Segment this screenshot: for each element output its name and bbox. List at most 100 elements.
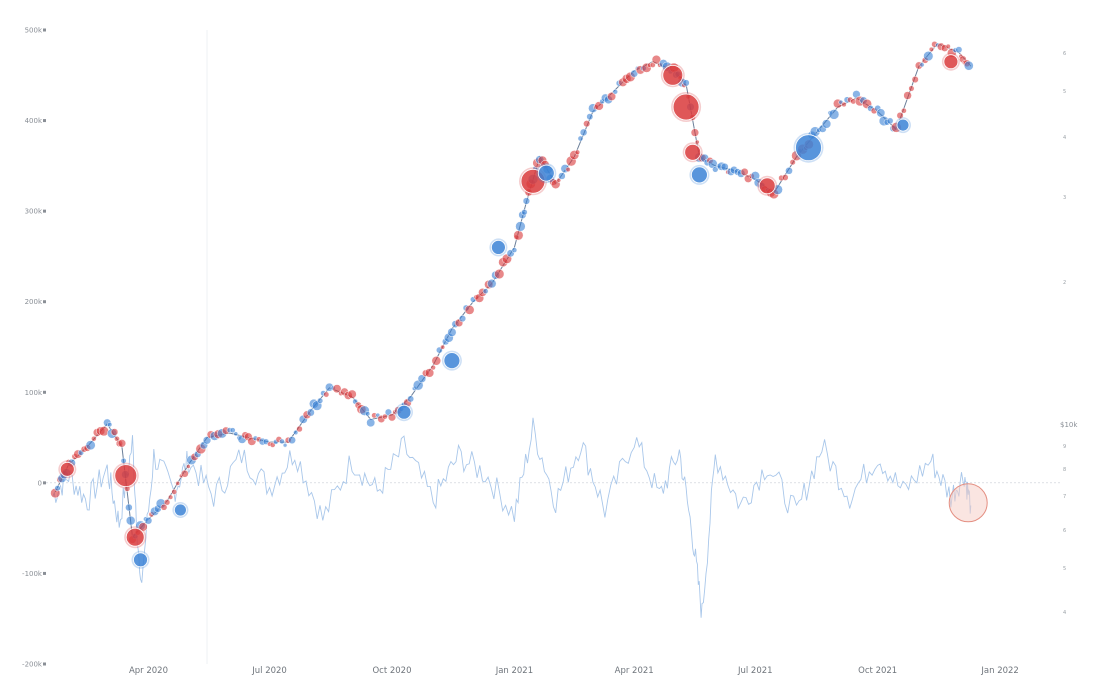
right-lower-tick-label: 5 bbox=[1063, 566, 1066, 572]
trade-point bbox=[574, 149, 581, 155]
trade-point bbox=[171, 489, 178, 495]
right-lower-tick-label: 6 bbox=[1063, 528, 1066, 534]
trade-point bbox=[487, 278, 497, 289]
trade-point bbox=[494, 268, 505, 280]
trade-point bbox=[694, 139, 700, 145]
trade-point bbox=[180, 469, 189, 478]
trade-point bbox=[107, 422, 113, 428]
bubble bbox=[133, 552, 148, 568]
trade-point bbox=[160, 503, 168, 511]
trade-point bbox=[955, 46, 963, 54]
bubble bbox=[662, 64, 684, 86]
trade-point bbox=[511, 247, 518, 253]
trade-point bbox=[382, 413, 388, 420]
trade-point bbox=[332, 384, 342, 394]
y-tick-label: 100k bbox=[25, 389, 43, 397]
x-tick-label: Oct 2021 bbox=[858, 666, 897, 676]
bubble bbox=[691, 166, 708, 184]
trade-point bbox=[366, 418, 376, 428]
trade-point bbox=[317, 397, 324, 404]
right-upper-tick-label: 2 bbox=[1063, 280, 1066, 286]
trade-point bbox=[365, 411, 371, 417]
trade-point bbox=[447, 327, 457, 337]
trade-point bbox=[306, 408, 315, 417]
trade-point bbox=[607, 92, 617, 101]
trade-point bbox=[740, 167, 749, 176]
trade-point bbox=[583, 120, 591, 128]
trade-point bbox=[515, 221, 526, 232]
right-lower-tick-label: 4 bbox=[1063, 610, 1066, 616]
bubble bbox=[896, 118, 910, 132]
trade-point bbox=[841, 101, 847, 108]
bubble-layer bbox=[58, 52, 960, 569]
trade-point bbox=[233, 431, 239, 437]
trade-point bbox=[464, 305, 475, 315]
y-tick-mark bbox=[43, 300, 46, 304]
y-tick-label: 500k bbox=[25, 27, 43, 35]
trade-point bbox=[785, 166, 793, 175]
trade-point bbox=[85, 440, 96, 451]
bubble bbox=[125, 527, 145, 547]
bubble bbox=[758, 177, 776, 195]
trade-point bbox=[612, 89, 618, 95]
y-tick-mark bbox=[43, 209, 46, 213]
trade-point bbox=[577, 135, 584, 142]
bubble bbox=[684, 143, 702, 161]
trade-point bbox=[229, 427, 236, 434]
right-lower-tick-label: 8 bbox=[1063, 467, 1066, 473]
trade-point bbox=[821, 119, 832, 129]
x-tick-label: Apr 2020 bbox=[129, 666, 168, 676]
y-tick-mark bbox=[43, 119, 46, 123]
oscillator-line bbox=[52, 417, 972, 618]
trade-point bbox=[682, 79, 690, 87]
trade-point bbox=[347, 389, 357, 399]
trade-point bbox=[144, 516, 153, 525]
trade-point bbox=[54, 485, 61, 492]
right-lower-tick-label: 7 bbox=[1063, 494, 1066, 500]
cumulative-layer bbox=[50, 41, 974, 544]
trade-point bbox=[901, 107, 907, 114]
right-upper-tick-label: 5 bbox=[1063, 89, 1066, 95]
y-tick-label: 400k bbox=[25, 117, 43, 125]
trade-point bbox=[781, 174, 789, 181]
y-tick-label: -100k bbox=[22, 570, 43, 578]
y-tick-label: -200k bbox=[22, 661, 43, 669]
y-tick-mark bbox=[43, 390, 46, 394]
trade-point bbox=[522, 197, 531, 205]
bubble bbox=[672, 93, 700, 121]
trade-point bbox=[908, 85, 915, 92]
trade-point bbox=[138, 522, 148, 532]
bubble bbox=[173, 503, 187, 517]
trade-point bbox=[919, 62, 925, 68]
trade-point bbox=[586, 113, 594, 121]
axes: 500k 400k 300k 200k 100k 0 -100k -200k Apr 2020 J… bbox=[22, 27, 1078, 677]
right-upper-tick-label: 3 bbox=[1063, 195, 1066, 201]
trade-point bbox=[288, 436, 296, 445]
trade-point bbox=[293, 429, 299, 436]
y-tick-mark bbox=[43, 481, 46, 485]
trade-point bbox=[720, 162, 729, 171]
y-tick-mark bbox=[43, 28, 46, 32]
trade-point bbox=[125, 515, 136, 526]
x-tick-label: Jan 2021 bbox=[495, 666, 533, 676]
trade-point bbox=[279, 438, 285, 445]
trade-point bbox=[945, 43, 951, 49]
x-tick-label: Oct 2020 bbox=[372, 666, 411, 676]
bubble bbox=[943, 54, 959, 70]
trade-point bbox=[458, 315, 467, 323]
trade-point bbox=[896, 111, 904, 120]
trade-point bbox=[923, 51, 934, 62]
trade-point bbox=[431, 356, 442, 366]
trade-point bbox=[828, 109, 840, 120]
trade-point bbox=[91, 435, 97, 442]
trade-point bbox=[163, 499, 171, 506]
bubble bbox=[443, 352, 461, 370]
x-tick-label: Jan 2022 bbox=[980, 666, 1018, 676]
trade-point bbox=[789, 159, 796, 166]
y-tick-label: 300k bbox=[25, 208, 43, 216]
trade-point bbox=[407, 395, 415, 403]
trade-point bbox=[424, 368, 435, 378]
highlight-circle bbox=[948, 483, 988, 523]
trade-point bbox=[482, 288, 489, 295]
